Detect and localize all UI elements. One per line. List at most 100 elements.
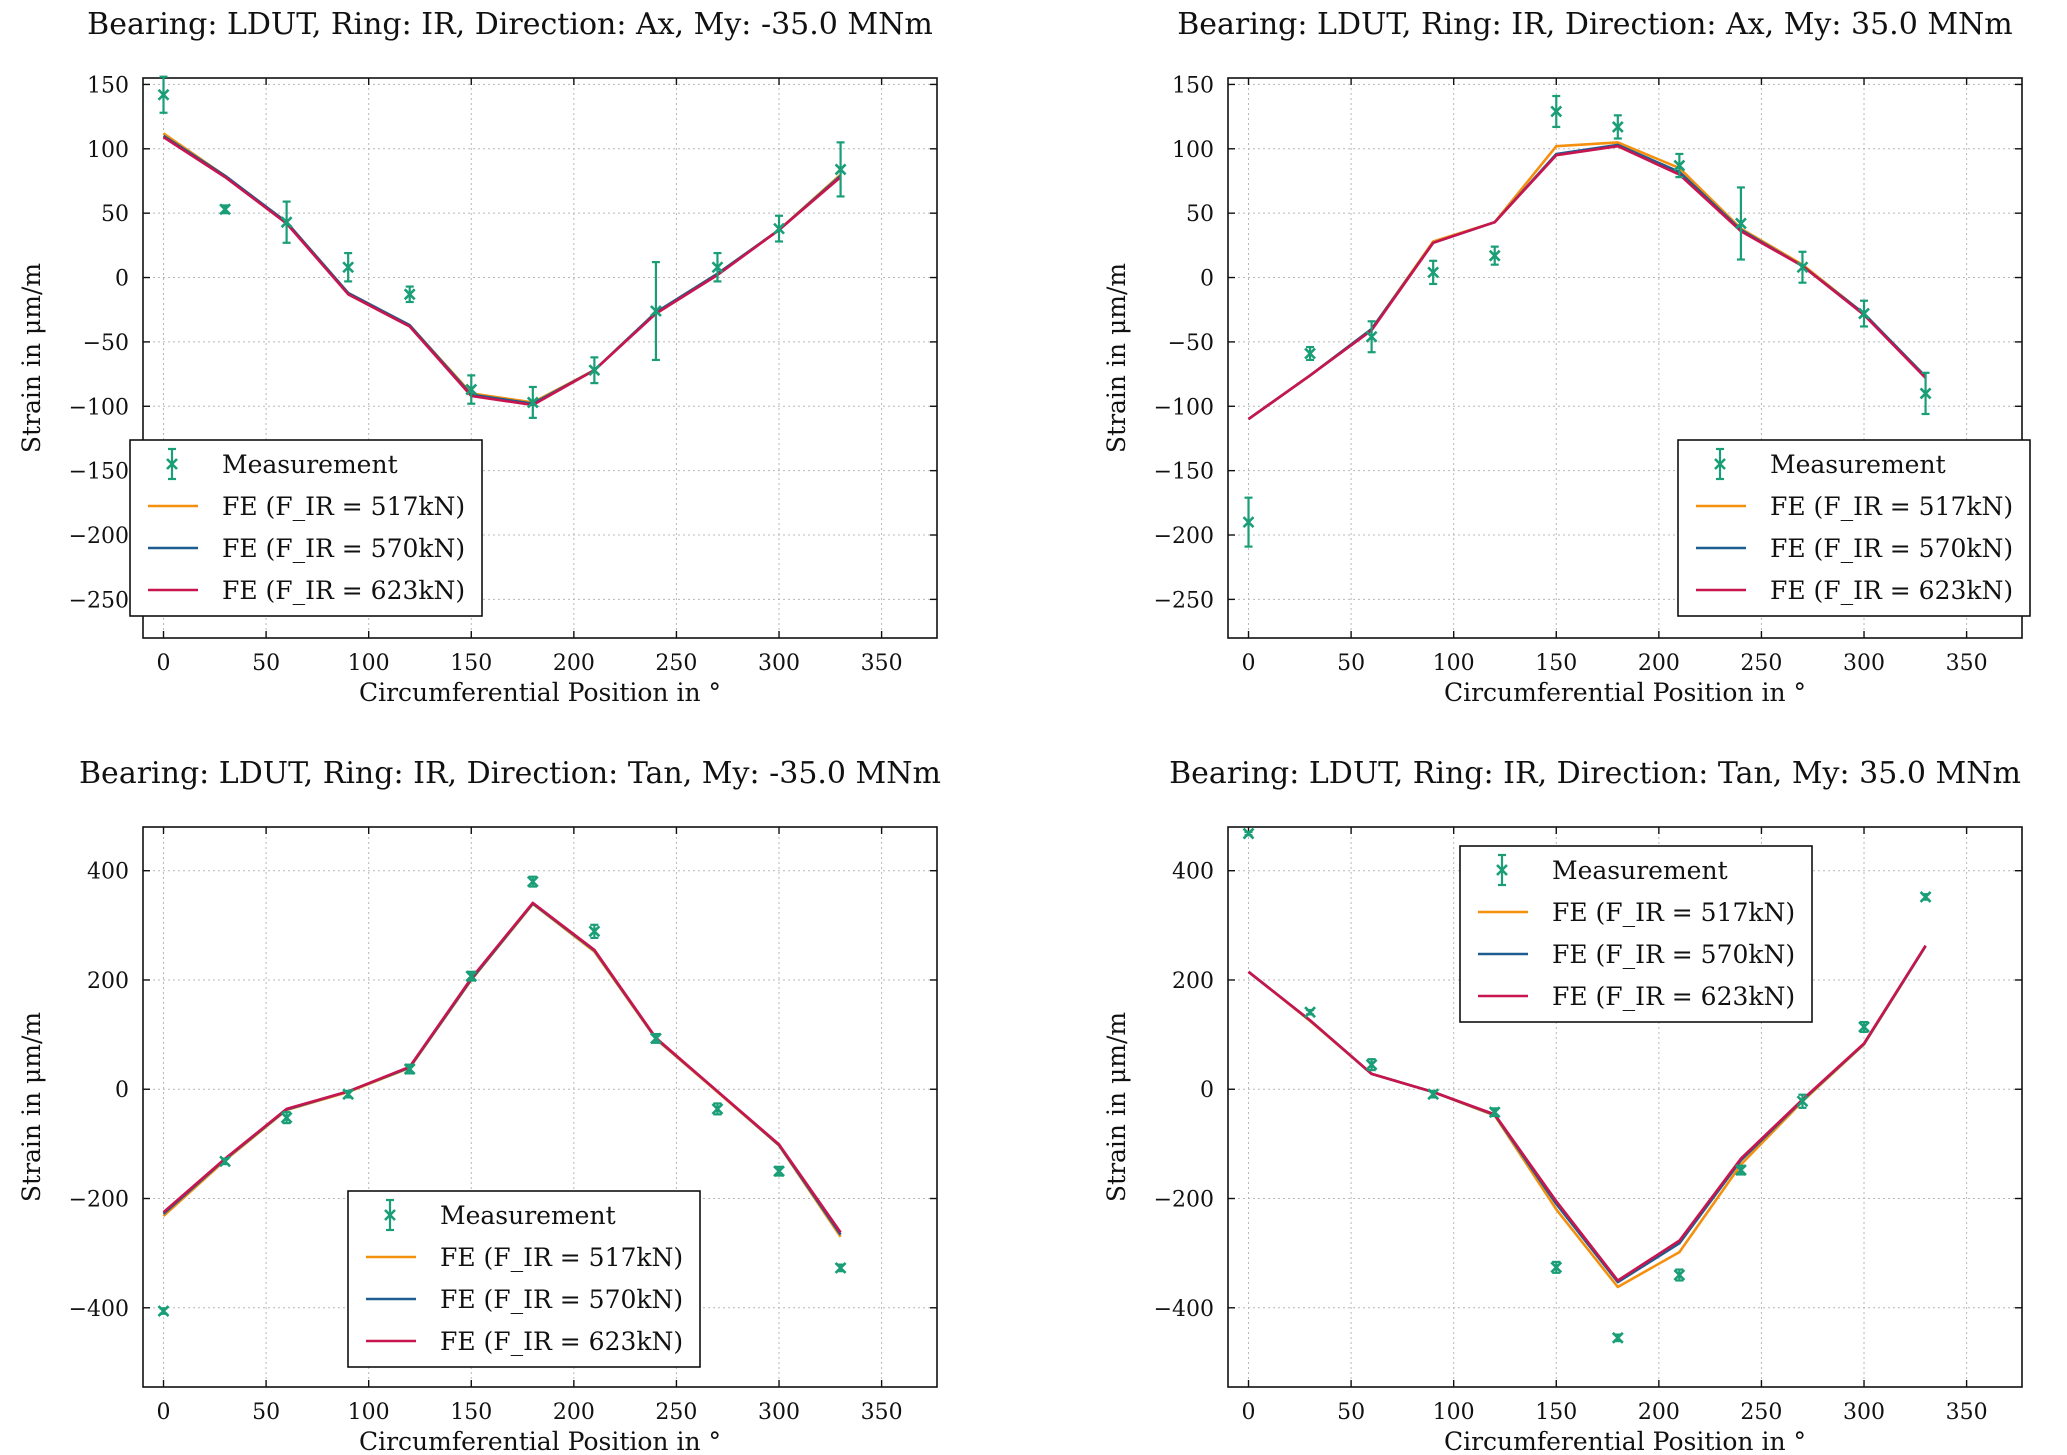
y-tick-label: −200 — [69, 1188, 129, 1213]
measurement-point — [711, 251, 724, 283]
y-tick-label: −200 — [69, 524, 129, 549]
chart-panel-4: Bearing: LDUT, Ring: IR, Direction: Tan,… — [1102, 756, 2023, 1455]
legend-label-1: FE (F_IR = 517kN) — [222, 492, 465, 521]
measurement-point — [1858, 299, 1870, 328]
legend: Measurement FE (F_IR = 517kN) FE (F_IR = 5… — [129, 439, 483, 617]
series-line-1 — [162, 132, 842, 404]
legend-label-2: FE (F_IR = 570kN) — [440, 1285, 683, 1314]
x-tick-label: 350 — [861, 1400, 903, 1425]
measurement-point — [1735, 186, 1747, 261]
y-tick-label: 0 — [1200, 267, 1214, 292]
measurement-point — [465, 374, 478, 405]
y-tick-label: −150 — [1154, 460, 1214, 485]
measurement-point — [588, 923, 601, 940]
x-tick-label: 200 — [1638, 651, 1680, 676]
measurement-point — [403, 1063, 416, 1075]
plot-frame — [142, 77, 938, 639]
y-tick-label: 0 — [1200, 1078, 1214, 1103]
measurement-point — [280, 200, 293, 244]
legend-label-1: FE (F_IR = 517kN) — [1770, 492, 2013, 521]
measurement-point — [773, 214, 785, 243]
legend-label-measurement: Measurement — [1552, 856, 1728, 885]
measurement-point — [157, 1305, 170, 1317]
legend-label-1: FE (F_IR = 517kN) — [440, 1243, 683, 1272]
chart-title: Bearing: LDUT, Ring: IR, Direction: Ax, … — [1177, 7, 2013, 42]
legend-box — [347, 1190, 701, 1368]
series-line-2 — [162, 902, 842, 1236]
y-tick-label: 50 — [1186, 202, 1214, 227]
measurement-point — [1673, 152, 1686, 179]
y-tick-label: −250 — [1154, 588, 1214, 613]
legend-label-3: FE (F_IR = 623kN) — [440, 1327, 683, 1356]
x-tick-label: 50 — [252, 651, 280, 676]
measurement-point — [219, 1155, 231, 1168]
legend-box — [1677, 439, 2031, 617]
x-tick-label: 50 — [1337, 651, 1365, 676]
measurement-point — [1673, 1268, 1686, 1282]
x-tick-label: 50 — [252, 1400, 280, 1425]
legend-label-3: FE (F_IR = 623kN) — [222, 576, 465, 605]
measurement-point — [1919, 371, 1932, 416]
measurement-point — [650, 260, 662, 362]
measurement-point — [1427, 1088, 1440, 1101]
measurement-point — [773, 1165, 785, 1178]
measurement-point — [650, 1032, 662, 1045]
y-tick-label: 200 — [1172, 969, 1214, 994]
y-tick-label: −200 — [1154, 524, 1214, 549]
series-line-2 — [162, 134, 842, 406]
y-tick-label: 400 — [1172, 860, 1214, 885]
x-tick-label: 100 — [348, 651, 390, 676]
measurement-point — [1427, 259, 1440, 286]
measurement-point — [1304, 345, 1316, 362]
measurement-point — [1796, 250, 1809, 284]
measurement-point — [1488, 245, 1501, 266]
x-tick-label: 300 — [1843, 651, 1885, 676]
x-tick-label: 150 — [450, 1400, 492, 1425]
x-tick-label: 350 — [1946, 651, 1988, 676]
measurement-point — [1550, 94, 1563, 129]
x-tick-label: 100 — [1433, 651, 1475, 676]
y-tick-label: 100 — [1172, 138, 1214, 163]
measurement-point — [342, 1088, 355, 1101]
legend: Measurement FE (F_IR = 517kN) FE (F_IR = 5… — [1459, 845, 1813, 1023]
y-tick-label: −50 — [83, 331, 129, 356]
y-axis-label: Strain in μm/m — [1102, 263, 1131, 453]
x-axis-label: Circumferential Position in ° — [1444, 1427, 1806, 1455]
measurement-point — [834, 1261, 847, 1274]
plot-frame — [142, 826, 938, 1388]
x-tick-label: 300 — [1843, 1400, 1885, 1425]
x-tick-label: 150 — [1535, 1400, 1577, 1425]
x-tick-label: 350 — [861, 651, 903, 676]
legend: Measurement FE (F_IR = 517kN) FE (F_IR = 5… — [347, 1190, 701, 1368]
chart-panel-1: Bearing: LDUT, Ring: IR, Direction: Ax, … — [17, 7, 938, 707]
y-tick-label: 150 — [1172, 73, 1214, 98]
series-line-3 — [162, 136, 842, 407]
legend-marker-measurement — [166, 447, 178, 481]
plot-frame — [1227, 826, 2023, 1388]
x-tick-label: 250 — [1740, 651, 1782, 676]
measurement-point — [1919, 891, 1932, 903]
legend-label-3: FE (F_IR = 623kN) — [1770, 576, 2013, 605]
x-tick-label: 50 — [1337, 1400, 1365, 1425]
legend-marker-measurement — [1496, 853, 1508, 887]
measurement-point — [1858, 1020, 1870, 1033]
y-tick-label: −250 — [69, 588, 129, 613]
legend-label-2: FE (F_IR = 570kN) — [1770, 534, 2013, 563]
legend-label-1: FE (F_IR = 517kN) — [1552, 898, 1795, 927]
x-tick-label: 200 — [1638, 1400, 1680, 1425]
series-line-3 — [1247, 944, 1927, 1282]
y-tick-label: 100 — [87, 138, 129, 163]
measurement-point — [711, 1102, 724, 1116]
legend-marker-measurement — [1714, 447, 1726, 481]
legend-box — [1459, 845, 1813, 1023]
x-tick-label: 250 — [655, 651, 697, 676]
legend-label-measurement: Measurement — [1770, 450, 1946, 479]
x-tick-label: 100 — [1433, 1400, 1475, 1425]
measurement-point — [157, 75, 170, 114]
measurement-point — [465, 970, 478, 983]
y-axis-label: Strain in μm/m — [17, 263, 46, 453]
measurement-point — [1611, 114, 1624, 140]
x-tick-label: 150 — [450, 651, 492, 676]
x-tick-label: 300 — [758, 1400, 800, 1425]
x-tick-label: 0 — [157, 651, 171, 676]
